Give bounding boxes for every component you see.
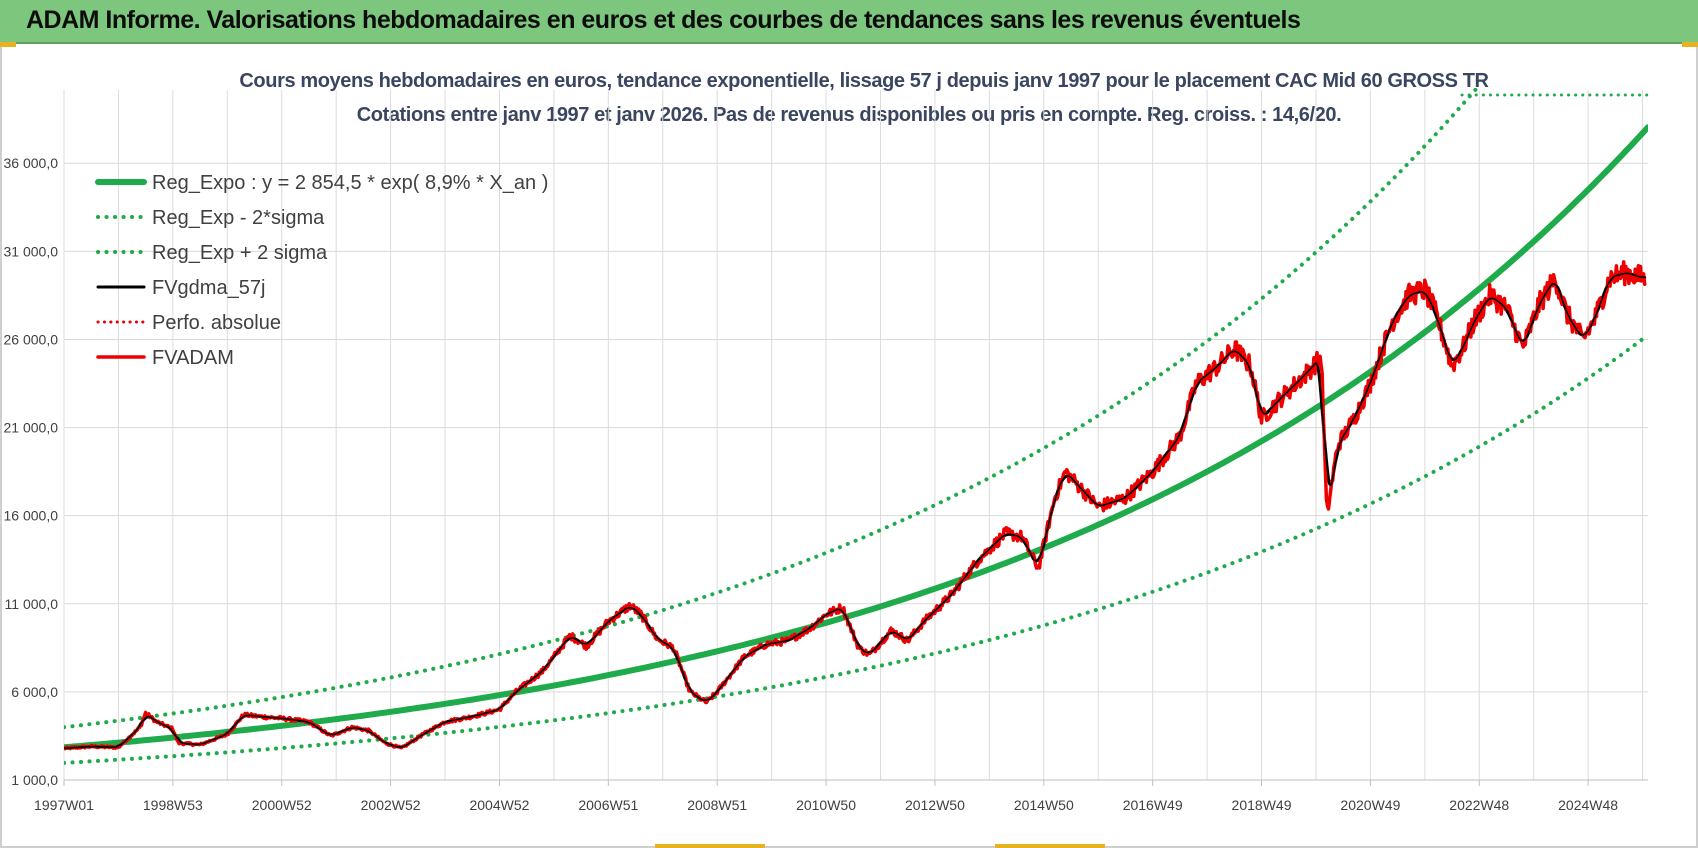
x-tick-label: 2014W50 bbox=[1014, 797, 1074, 813]
x-tick-label: 1997W01 bbox=[34, 797, 94, 813]
x-tick-label: 2018W49 bbox=[1232, 797, 1292, 813]
x-tick-label: 2022W48 bbox=[1449, 797, 1509, 813]
corner-marker-left bbox=[0, 42, 16, 47]
chart-series bbox=[64, 88, 1648, 765]
x-tick-label: 2012W50 bbox=[905, 797, 965, 813]
chart-subtitle: Cotations entre janv 1997 et janv 2026. … bbox=[356, 104, 1342, 126]
legend-label: FVgdma_57j bbox=[152, 277, 265, 299]
legend-label: Perfo. absolue bbox=[152, 312, 281, 334]
x-tick-label: 1998W53 bbox=[143, 797, 203, 813]
sheet-tab-marker bbox=[995, 844, 1105, 848]
legend-label: Reg_Exp + 2 sigma bbox=[152, 242, 328, 264]
chart-title: Cours moyens hebdomadaires en euros, ten… bbox=[239, 70, 1489, 92]
chart-axes: 1 000,0 6 000,0 11 000,0 16 000,0 21 000,0 26… bbox=[4, 93, 1650, 813]
y-tick-label: 21 000,0 bbox=[4, 420, 59, 436]
x-tick-label: 2016W49 bbox=[1123, 797, 1183, 813]
x-tick-label: 2010W50 bbox=[796, 797, 856, 813]
series-line-reg_low bbox=[64, 333, 1648, 765]
chart-legend: Reg_Expo : y = 2 854,5 * exp( 8,9% * X_a… bbox=[95, 172, 548, 369]
series-line-reg bbox=[64, 124, 1648, 751]
x-tick-label: 2024W48 bbox=[1558, 797, 1618, 813]
y-tick-label: 1 000,0 bbox=[11, 772, 58, 788]
y-tick-label: 36 000,0 bbox=[4, 155, 59, 171]
x-tick-label: 2004W52 bbox=[469, 797, 529, 813]
y-tick-label: 6 000,0 bbox=[11, 684, 58, 700]
x-tick-label: 2020W49 bbox=[1340, 797, 1400, 813]
series-line-smooth-overlay bbox=[64, 272, 1646, 749]
legend-label: Reg_Expo : y = 2 854,5 * exp( 8,9% * X_a… bbox=[152, 172, 548, 194]
legend-label: Reg_Exp - 2*sigma bbox=[152, 207, 325, 229]
x-tick-label: 2002W52 bbox=[361, 797, 421, 813]
y-tick-label: 11 000,0 bbox=[5, 596, 59, 612]
header-title: ADAM Informe. Valorisations hebdomadaire… bbox=[26, 6, 1301, 34]
y-tick-label: 31 000,0 bbox=[4, 243, 59, 259]
corner-marker-right bbox=[1682, 42, 1698, 47]
series-line-price bbox=[64, 260, 1647, 751]
x-tick-label: 2008W51 bbox=[687, 797, 747, 813]
y-tick-label: 26 000,0 bbox=[4, 331, 59, 347]
series-line-reg_high bbox=[64, 88, 1480, 730]
sheet-tab-marker bbox=[655, 844, 765, 848]
y-tick-label: 16 000,0 bbox=[4, 508, 59, 524]
x-tick-label: 2000W52 bbox=[252, 797, 312, 813]
x-tick-label: 2006W51 bbox=[578, 797, 638, 813]
legend-label: FVADAM bbox=[152, 347, 234, 369]
header-bar: ADAM Informe. Valorisations hebdomadaire… bbox=[0, 0, 1698, 44]
